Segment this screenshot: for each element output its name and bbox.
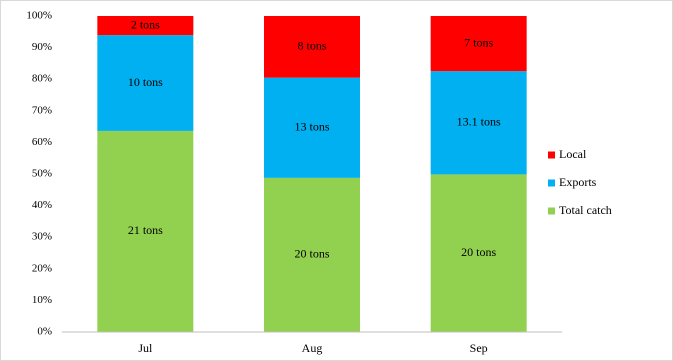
bar-segment: [264, 177, 360, 332]
data-label: 7 tons: [464, 35, 493, 49]
bar-segment: [430, 16, 527, 72]
x-tick-label: Jul: [138, 341, 153, 355]
bar-segment: [97, 35, 194, 131]
y-tick-label: 0%: [37, 326, 52, 338]
legend-label: Total catch: [559, 203, 612, 217]
data-label: 13.1 tons: [457, 115, 501, 129]
legend-label: Local: [559, 147, 587, 161]
legend-swatch: [548, 207, 555, 215]
y-tick-label: 30%: [32, 231, 52, 243]
data-label: 20 tons: [461, 245, 496, 259]
y-tick-label: 70%: [32, 104, 52, 116]
legend-label: Exports: [559, 175, 597, 189]
bar-segment: [430, 174, 527, 332]
data-label: 20 tons: [294, 247, 329, 261]
bar-segment: [430, 71, 527, 175]
bar-segment: [264, 77, 360, 178]
legend-swatch: [548, 151, 555, 159]
data-label: 13 tons: [294, 120, 329, 134]
y-tick-label: 100%: [26, 10, 52, 22]
y-tick-label: 20%: [32, 262, 52, 274]
y-tick-label: 80%: [32, 73, 52, 85]
y-tick-label: 90%: [32, 41, 52, 53]
x-tick-label: Aug: [302, 341, 323, 355]
y-tick-label: 60%: [32, 136, 52, 148]
y-tick-label: 50%: [32, 168, 52, 180]
bar-segment: [97, 130, 194, 332]
data-label: 8 tons: [297, 39, 326, 53]
legend-swatch: [548, 179, 555, 187]
bar-segment: [97, 16, 194, 36]
y-tick-label: 40%: [32, 199, 52, 211]
data-label: 2 tons: [131, 17, 160, 31]
x-tick-label: Sep: [470, 341, 488, 355]
data-label: 10 tons: [128, 75, 163, 89]
bar-segment: [264, 16, 360, 78]
y-tick-label: 10%: [32, 294, 52, 306]
data-label: 21 tons: [128, 223, 163, 237]
